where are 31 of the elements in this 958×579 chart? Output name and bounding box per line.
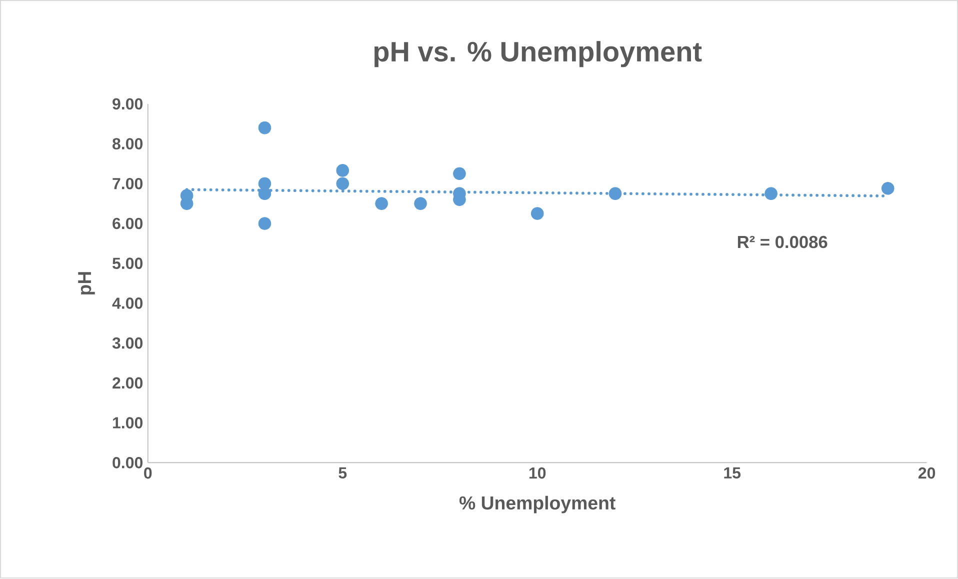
y-tick-label: 1.00	[113, 417, 143, 429]
y-tick-label: 9.00	[112, 98, 143, 110]
y-tick-label: 3.00	[112, 338, 143, 349]
y-tick-label: 0.00	[112, 457, 143, 469]
y-axis-title: pH	[78, 272, 95, 295]
y-tick-label: 5.00	[112, 258, 143, 270]
x-axis-title: % Unemployment	[459, 496, 616, 514]
point	[258, 122, 272, 134]
point	[336, 164, 350, 178]
point	[608, 187, 622, 200]
point	[414, 197, 427, 210]
point	[453, 167, 466, 180]
x-tick-label: 20	[918, 468, 936, 479]
x-tick-label: 5	[338, 468, 347, 479]
y-tick-label: 6.00	[112, 218, 143, 230]
y-tick-label: 2.00	[112, 378, 143, 389]
point	[530, 207, 544, 220]
point	[881, 182, 894, 196]
point	[336, 177, 350, 190]
point	[764, 187, 778, 200]
x-tick-label: 15	[724, 468, 741, 479]
point	[258, 187, 272, 200]
chart-title: pH vs. % Unemployment	[374, 41, 702, 68]
point	[375, 197, 388, 210]
x-tick-label: 0	[144, 468, 152, 479]
y-tick-label: 4.00	[112, 298, 143, 310]
point	[258, 217, 272, 230]
x-tick-label: 10	[529, 468, 546, 479]
annotation: R² = 0.0086	[738, 236, 828, 248]
y-tick-label: 7.00	[112, 178, 143, 190]
y-tick-label: 8.00	[112, 138, 143, 150]
